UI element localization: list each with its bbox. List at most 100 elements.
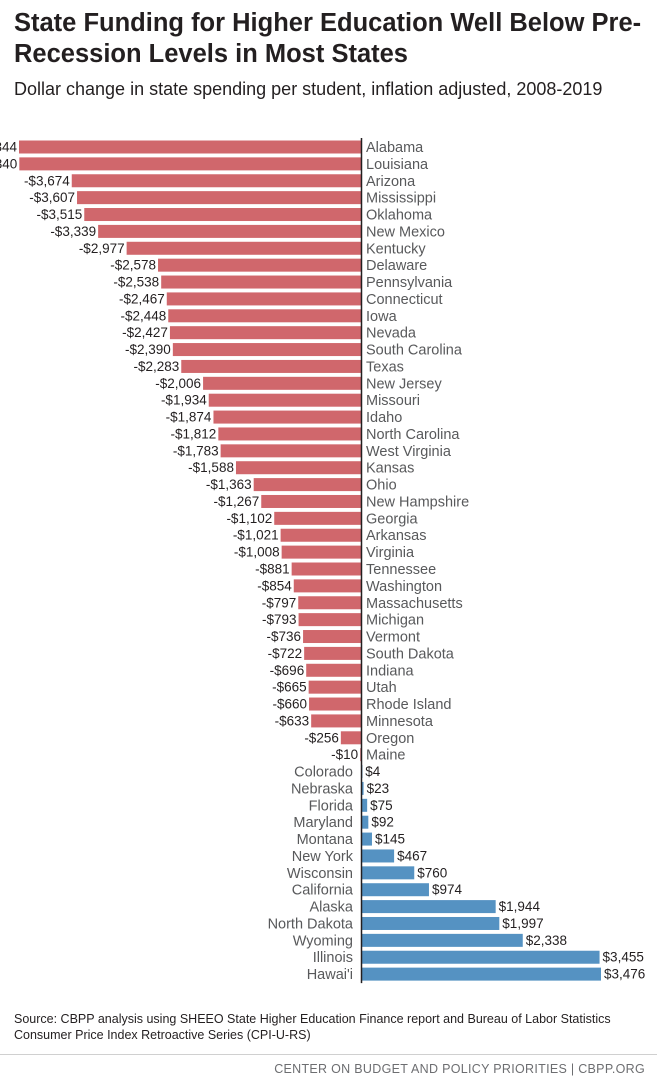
- state-label: Arizona: [366, 174, 416, 190]
- bar-pennsylvania: [161, 275, 361, 289]
- bar-illinois: [362, 950, 600, 964]
- value-label: -$1,008: [234, 545, 280, 560]
- state-label: Colorado: [294, 765, 353, 781]
- bar-south-dakota: [304, 646, 361, 660]
- value-label: -$797: [262, 595, 297, 610]
- bar-ohio: [253, 478, 361, 492]
- bar-wyoming: [362, 933, 523, 947]
- state-label: Maryland: [293, 815, 353, 831]
- state-label: Rhode Island: [366, 697, 451, 713]
- value-label: $145: [375, 832, 405, 847]
- state-label: Minnesota: [366, 714, 434, 730]
- value-label: -$10: [331, 747, 358, 762]
- bar-nebraska: [362, 781, 364, 795]
- state-label: Florida: [309, 798, 354, 814]
- bar-montana: [362, 832, 372, 846]
- state-label: North Carolina: [366, 427, 460, 443]
- value-label: -$660: [273, 697, 308, 712]
- bar-louisiana: [19, 157, 362, 171]
- bar-kansas: [235, 461, 361, 475]
- bar-hawai-i: [362, 967, 601, 981]
- chart-subtitle: Dollar change in state spending per stud…: [14, 79, 603, 99]
- value-label: -$2,977: [79, 241, 125, 256]
- state-label: Ohio: [366, 478, 397, 494]
- value-label: -$1,021: [233, 528, 279, 543]
- bar-alaska: [362, 900, 496, 914]
- state-label: Wisconsin: [287, 866, 353, 882]
- bar-maine: [360, 748, 361, 762]
- value-label: -$4,340: [0, 156, 17, 171]
- bar-new-jersey: [203, 376, 361, 390]
- value-label: -$2,390: [125, 342, 171, 357]
- state-label: South Carolina: [366, 343, 463, 359]
- state-label: Michigan: [366, 613, 424, 629]
- bar-kentucky: [126, 241, 361, 255]
- chart-title: State Funding for Higher Education Well …: [14, 9, 642, 68]
- state-label: Hawai'i: [307, 967, 353, 983]
- source-note: Source: CBPP analysis using SHEEO State …: [14, 1012, 611, 1042]
- value-label: -$722: [268, 646, 303, 661]
- state-label: Idaho: [366, 410, 402, 426]
- state-label: Missouri: [366, 393, 420, 409]
- state-label: Mississippi: [366, 191, 436, 207]
- state-label: Kentucky: [366, 241, 426, 257]
- value-label: $2,338: [526, 933, 567, 948]
- state-label: Washington: [366, 579, 442, 595]
- bar-new-hampshire: [261, 494, 361, 508]
- value-label: $1,997: [502, 916, 543, 931]
- bar-washington: [293, 579, 361, 593]
- value-label: -$1,812: [171, 426, 217, 441]
- value-label: -$1,874: [166, 410, 212, 425]
- bar-new-mexico: [98, 224, 361, 238]
- value-label: -$1,934: [161, 393, 207, 408]
- value-label: $3,476: [604, 967, 645, 982]
- bar-vermont: [303, 630, 361, 644]
- state-label: Virginia: [366, 545, 415, 561]
- value-label: $92: [371, 815, 394, 830]
- bar-chart: -$4,344 Alabama -$4,340 Louisiana -$3,674 Ari…: [0, 138, 645, 984]
- value-label: -$1,588: [188, 460, 234, 475]
- value-label: -$854: [257, 578, 292, 593]
- state-label: Connecticut: [366, 292, 443, 308]
- bar-virginia: [281, 545, 361, 559]
- bar-delaware: [158, 258, 361, 272]
- state-label: West Virginia: [366, 444, 452, 460]
- value-label: $467: [397, 848, 427, 863]
- bar-iowa: [168, 309, 361, 323]
- bar-oklahoma: [84, 208, 361, 222]
- state-label: Maine: [366, 748, 406, 764]
- state-label: Oklahoma: [366, 208, 433, 224]
- state-label: California: [292, 883, 354, 899]
- value-label: -$1,102: [226, 511, 272, 526]
- bar-florida: [362, 798, 368, 812]
- value-label: -$2,427: [122, 325, 168, 340]
- bar-rhode-island: [309, 697, 361, 711]
- footer-credit: CENTER ON BUDGET AND POLICY PRIORITIES |…: [274, 1062, 645, 1076]
- bar-maryland: [362, 815, 369, 829]
- state-label: Montana: [297, 832, 354, 848]
- state-label: North Dakota: [268, 916, 354, 932]
- state-label: Georgia: [366, 511, 419, 527]
- bar-arkansas: [280, 528, 361, 542]
- state-label: Texas: [366, 359, 404, 375]
- state-label: Pennsylvania: [366, 275, 453, 291]
- footer-divider: [0, 1054, 657, 1055]
- state-label: Vermont: [366, 630, 420, 646]
- value-label: -$3,339: [50, 224, 96, 239]
- value-label: -$3,515: [36, 207, 82, 222]
- value-label: $75: [370, 798, 393, 813]
- bar-idaho: [213, 410, 361, 424]
- state-label: Illinois: [313, 950, 353, 966]
- bar-utah: [308, 680, 361, 694]
- bar-arizona: [71, 174, 361, 188]
- state-label: Alabama: [366, 140, 424, 156]
- bar-west-virginia: [220, 444, 361, 458]
- state-label: New Mexico: [366, 224, 445, 240]
- state-label: Massachusetts: [366, 596, 463, 612]
- state-label: Oregon: [366, 731, 414, 747]
- state-label: Louisiana: [366, 157, 429, 173]
- bar-south-carolina: [172, 343, 361, 357]
- value-label: -$665: [272, 680, 307, 695]
- state-label: New Hampshire: [366, 494, 469, 510]
- value-label: $23: [367, 781, 390, 796]
